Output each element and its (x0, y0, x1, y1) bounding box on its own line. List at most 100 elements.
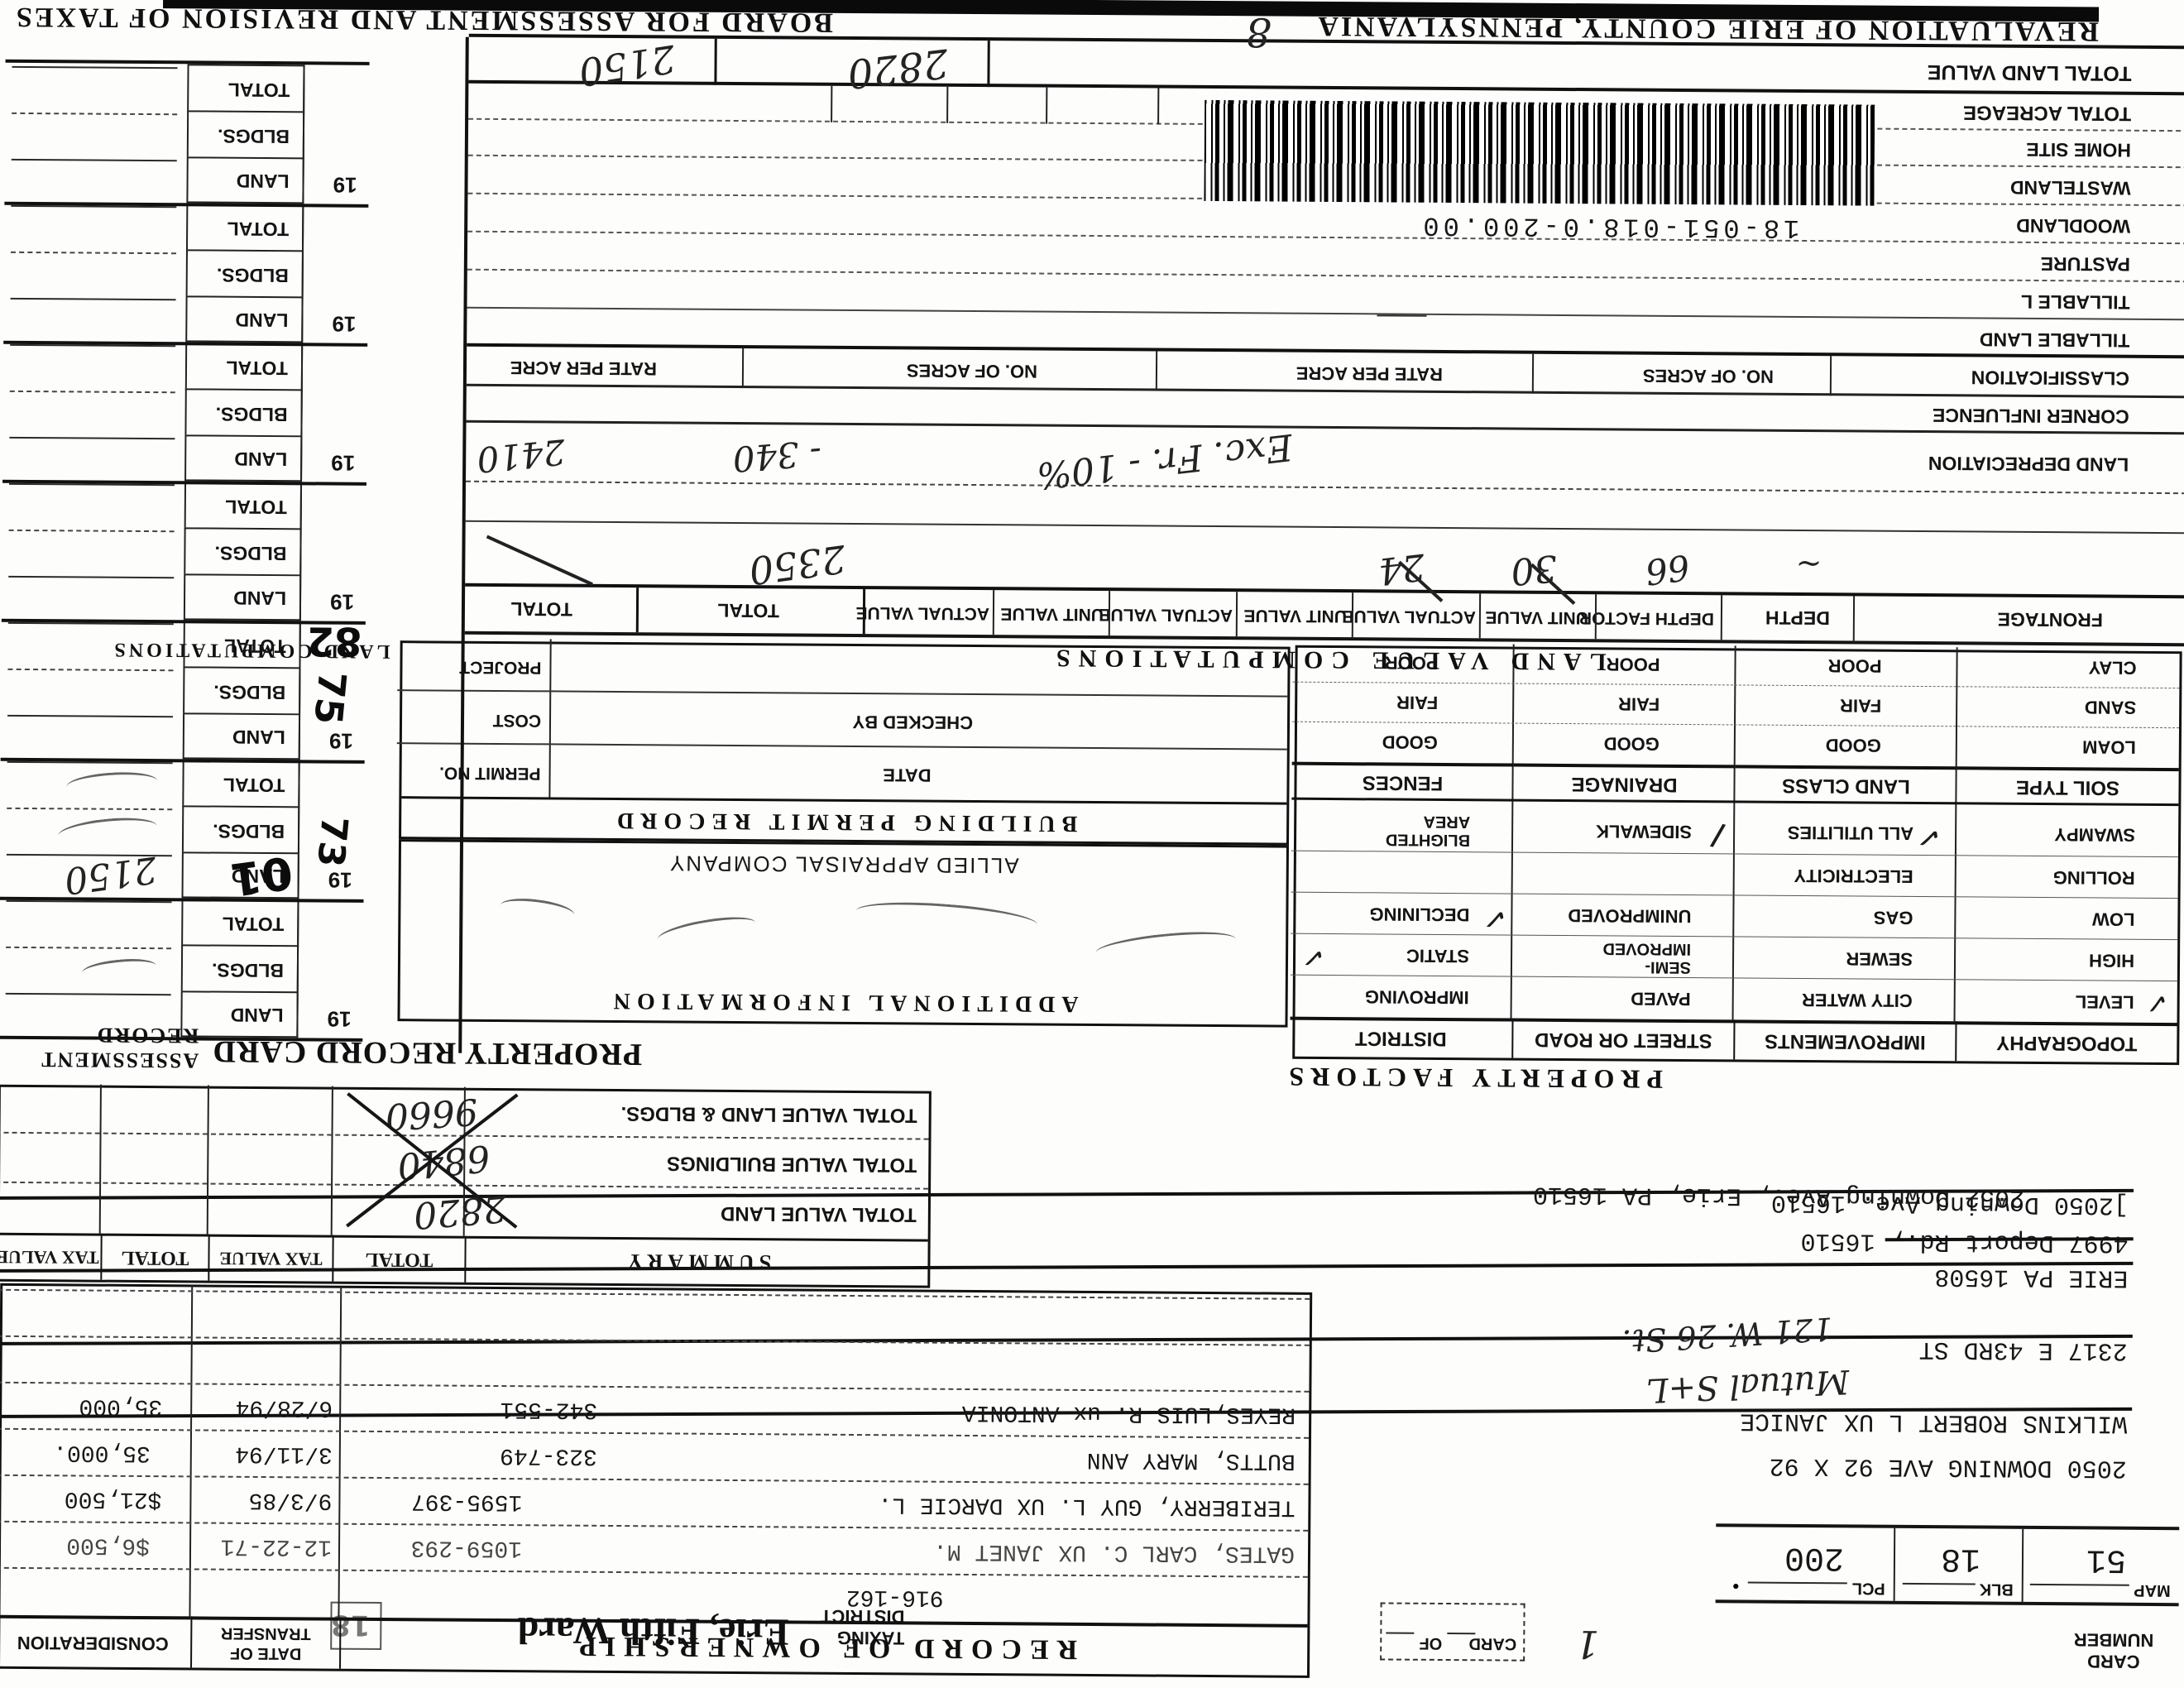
year-19: 19 (328, 728, 353, 754)
ownership-date-header: DATE OF TRANSFER (190, 1616, 340, 1669)
no-of-acres-label-2: NO. OF ACRES (906, 360, 1038, 382)
handwriting-scribble (56, 813, 159, 848)
hand-depreciation-340: - 340 (730, 432, 824, 480)
factor-item-improving: IMPROVING (1364, 986, 1469, 1009)
parcel-map-value: 51 (2086, 1540, 2127, 1578)
assessment-record-column: 19 LAND BLDGS. TOTAL 19 73 LAND 01 2150 … (0, 34, 370, 1042)
card-of-card-label: CARD (1468, 1634, 1517, 1653)
factors-district-header: DISTRICT (1290, 1016, 1512, 1058)
assessment-land-label: LAND (236, 170, 290, 193)
permit-project-label: PROJECT (459, 657, 542, 678)
card-of-blank-2 (1386, 1632, 1415, 1634)
tillable-l-label: TILLABLE L (2020, 290, 2130, 314)
ownership-date-header-line1: DATE OF (229, 1643, 302, 1663)
address-line-3-handwritten: Mutual S+L (1645, 1362, 1851, 1410)
assessment-value-line (10, 297, 176, 301)
year-hand-75: 75 (305, 669, 356, 727)
assessment-total-label: TOTAL (222, 913, 285, 936)
factor-item-semi-improved: SEMI- IMPROVED (1602, 939, 1692, 977)
fences-fair: FAIR (1396, 692, 1439, 713)
assessment-value-line (10, 251, 176, 255)
factor-item-sidewalk: SIDEWALK (1595, 821, 1693, 843)
ownership-title: RECORD OF OWNERSHIP (571, 1630, 1078, 1665)
land-value-computations-title: LAND VALUE COMPUTATIONS (1047, 644, 1607, 676)
building-permit-title: BUILDING PERMIT RECORD (401, 796, 1287, 838)
assessment-bldgs-label: BLDGS. (211, 959, 284, 982)
year-19: 19 (331, 450, 356, 476)
land-header-unit-value-3: UNIT VALUE (1000, 604, 1104, 625)
ownership-row-date: 6/28/94 (235, 1393, 333, 1421)
address-line-1: 2050 DOWNING AVE 92 X 92 (1769, 1451, 2127, 1482)
assessment-total-label: TOTAL (223, 774, 285, 797)
parcel-id-number: 18-051-018.0-200.00 (1419, 209, 1800, 243)
card-of-of-label: OF (1419, 1633, 1443, 1652)
ownership-row-consideration: $6,500 (66, 1532, 151, 1559)
assessment-bldgs-label: BLDGS. (217, 125, 290, 148)
factors-improvements-header: IMPROVEMENTS (1733, 1019, 1956, 1062)
drainage-good: GOOD (1603, 733, 1660, 755)
ownership-row-name: GATES, CARL C. UX JANET M. (933, 1537, 1296, 1566)
land-class-good: GOOD (1825, 735, 1881, 756)
parcel-pcl-value: 200 (1784, 1537, 1845, 1576)
parcel-map-line (2029, 1583, 2129, 1586)
ownership-date-header-line2: TRANSFER (220, 1623, 311, 1643)
factor-item-declining: DECLINING (1369, 904, 1470, 926)
card-of-blank-1 (1447, 1633, 1476, 1635)
summary-table: SUMMARY TOTAL TAX VALUE TOTAL TAX VALUE … (0, 1084, 932, 1288)
land-header-unit-value-2: UNIT VALUE (1243, 606, 1348, 626)
check-all-utilities: ✓ (1913, 818, 1945, 856)
assessment-bldgs-label: BLDGS. (214, 542, 287, 565)
soil-item-sand: SAND (2084, 697, 2137, 718)
allied-appraisal-company: ALLIED APPRAISAL COMPANY (668, 851, 1019, 879)
land-header-total-2: TOTAL (510, 598, 573, 621)
pasture-label: PASTURE (2040, 252, 2131, 276)
assessment-total-label: TOTAL (225, 496, 287, 519)
handwriting-scribble (1094, 927, 1238, 965)
factor-item-static: STATIC (1406, 945, 1470, 967)
summary-tax2-header: TAX VALUE (0, 1232, 101, 1280)
card-of-box: CARD OF (1380, 1602, 1525, 1662)
land-header-total-1: TOTAL (717, 599, 780, 622)
drainage-header: DRAINAGE (1513, 763, 1736, 803)
factor-item-swampy: SWAMPY (2054, 824, 2136, 846)
summary-row-value-handwritten: 6840 (395, 1136, 492, 1187)
permit-cost-label: COST (492, 710, 542, 731)
parcel-blk-cell: BLK 18 (1893, 1527, 2023, 1602)
drainage-poor: POOR (1606, 654, 1660, 675)
parcel-blk-line (1902, 1582, 1976, 1585)
address-line-6-struck-part: 4997 Deport Rd., (1889, 1226, 2129, 1257)
land-header-unit-value-1: UNIT VALUE (1485, 607, 1589, 628)
summary-row-value-handwritten: 9660 (384, 1089, 480, 1138)
summary-total-header: TOTAL (332, 1235, 465, 1283)
assessment-group: 19 LAND BLDGS. TOTAL (1, 479, 367, 625)
permit-checked-by-row: CHECKED BY (550, 690, 1288, 750)
factor-item-rolling: ROLLING (2052, 867, 2135, 889)
summary-row-land-bldgs: TOTAL VALUE LAND & BLDGS. 9660 (0, 1084, 929, 1140)
ownership-title-cell: RECORD OF OWNERSHIP (339, 1617, 1308, 1676)
year-19: 19 (332, 311, 357, 337)
tillable-land-label: TILLABLE LAND (1979, 328, 2130, 352)
factors-topography-header: TOPOGRAPHY (1955, 1021, 2177, 1063)
rate-per-acre-label-2: RATE PER ACRE (510, 357, 658, 380)
handwriting-scribble (65, 770, 159, 798)
assessment-bldgs-label: BLDGS. (213, 681, 286, 704)
summary-tax-header: TAX VALUE (208, 1234, 333, 1282)
hand-depreciation-2410: 2410 (475, 431, 568, 481)
ownership-row-name: BUTTS, MARY ANN (1086, 1446, 1296, 1474)
soil-type-header: SOIL TYPE (1956, 766, 2179, 807)
hand-total-value: 2350 (746, 536, 849, 594)
additional-information-box: ADDITIONAL INFORMATION ALLIED APPRAISAL … (397, 839, 1289, 1028)
handwriting-scribble (655, 911, 758, 951)
ownership-row-date: 3/11/94 (235, 1440, 333, 1467)
card-number-handwritten: 1 (1574, 1622, 1600, 1667)
card-number-label-line1: CARD (2086, 1651, 2140, 1672)
land-header-actual-value-2: ACTUAL VALUE (1099, 605, 1233, 626)
factor-item-gas: GAS (1873, 907, 1913, 928)
classification-label: CLASSIFICATION (1971, 367, 2130, 390)
assessment-total-label: TOTAL (228, 79, 290, 102)
assessment-value-line (6, 946, 172, 950)
assessment-land-label: LAND (234, 448, 288, 471)
soil-item-clay: CLAY (2088, 657, 2137, 679)
